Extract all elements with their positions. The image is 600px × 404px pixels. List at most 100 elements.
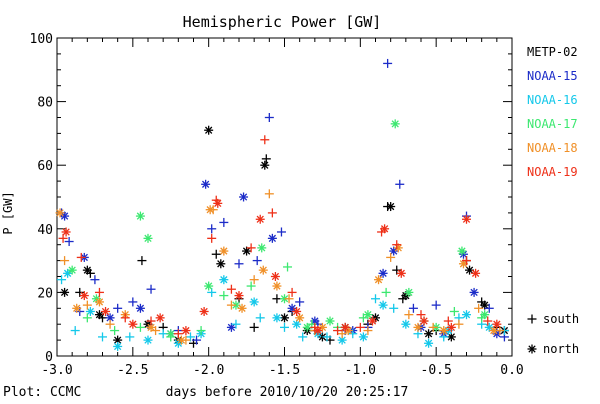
point-noaa-19-south [355,322,365,332]
y-tick-label: 0 [45,350,53,365]
point-noaa-19-north [213,198,223,208]
point-noaa-17-north [143,233,153,243]
point-noaa-19-north [199,306,209,316]
point-noaa-18-south [226,300,236,310]
point-noaa-19-south [173,329,183,339]
point-noaa-19-north [292,306,302,316]
point-noaa-19-south [333,326,343,336]
point-noaa-18-south [151,326,161,336]
point-noaa-16-north [358,332,368,342]
point-noaa-19-south [120,313,130,323]
point-noaa-15-north [469,287,479,297]
point-noaa-19-north [462,214,471,224]
point-noaa-15-north [310,316,320,326]
point-noaa-18-south [428,322,438,332]
point-noaa-18-north [219,246,229,256]
point-noaa-16-north [378,300,388,310]
point-noaa-15-south [395,179,405,189]
point-noaa-19-north [61,227,71,237]
point-noaa-17-north [204,281,214,291]
point-noaa-15-south [64,237,74,247]
x-tick-label: -2.5 [117,363,148,378]
point-noaa-17-north [404,287,414,297]
point-noaa-18-south [264,189,274,199]
point-noaa-16-south [389,303,399,313]
point-metp-02-north [280,313,289,323]
point-noaa-18-north [413,322,423,332]
data-points [55,58,509,351]
x-tick-label: -1.0 [345,363,376,378]
point-noaa-16-south [298,332,308,342]
point-noaa-15-north [389,246,399,256]
point-noaa-17-north [325,316,335,326]
point-noaa-16-south [70,326,80,336]
y-tick-label: 60 [37,159,53,174]
x-axis-label: days before 2010/10/20 20:25:17 [166,385,409,400]
point-noaa-19-north [446,322,456,332]
point-metp-02-south [392,265,402,275]
point-metp-02-north [82,265,92,275]
point-noaa-17-south [219,291,229,301]
legend-item: METP-02 [527,45,578,59]
point-noaa-17-north [302,322,312,332]
point-metp-02-south [75,287,85,297]
point-noaa-17-north [257,243,267,253]
point-noaa-19-north [419,316,429,326]
point-noaa-19-south [146,316,156,326]
point-noaa-19-south [76,252,86,262]
point-noaa-15-south [207,224,217,234]
y-axis-label: P [GW] [1,191,15,234]
point-noaa-16-south [371,294,380,304]
point-noaa-16-south [57,275,67,285]
chart-title: Hemispheric Power [GW] [183,13,382,31]
point-noaa-19-south [287,287,297,297]
point-noaa-18-north [272,281,282,291]
point-noaa-15-south [219,217,229,227]
point-noaa-16-north [85,306,95,316]
point-noaa-19-south [392,240,402,250]
point-noaa-18-north [317,322,327,332]
point-noaa-18-south [454,319,464,329]
star-marker-icon [527,344,537,354]
point-noaa-18-south [249,275,259,285]
point-noaa-15-north [239,192,249,202]
x-tick-label: -3.0 [41,363,72,378]
point-metp-02-south [272,294,282,304]
point-noaa-15-north [287,303,297,313]
point-noaa-16-north [63,268,73,278]
point-noaa-17-south [358,313,368,323]
point-noaa-16-north [219,275,229,285]
y-tick-label: 20 [37,286,53,301]
point-noaa-19-south [207,233,217,243]
point-noaa-16-south [280,322,289,332]
point-noaa-15-south [383,58,393,68]
point-noaa-15-south [295,297,305,307]
point-noaa-18-north [94,297,104,307]
point-noaa-15-south [146,284,156,294]
point-noaa-17-south [110,326,120,336]
y-tick-label: 40 [37,223,53,238]
legend-item: NOAA-19 [527,165,578,179]
point-metp-02-north [242,246,252,256]
x-tick-label: -1.5 [269,363,300,378]
point-noaa-19-north [367,316,377,326]
point-noaa-17-south [283,262,293,272]
point-metp-02-north [260,160,270,170]
point-noaa-17-north [390,119,400,129]
plot-credit: Plot: CCMC [3,385,81,400]
point-metp-02-north [60,287,70,297]
point-noaa-17-south [381,287,391,297]
x-tick-label: 0.0 [500,363,523,378]
hemisphere-label-north: north [543,342,579,356]
point-noaa-17-north [67,265,77,275]
legend-item: NOAA-18 [527,141,578,155]
point-noaa-16-south [158,329,168,339]
point-noaa-18-south [386,252,396,262]
point-metp-02-south [261,154,271,164]
point-noaa-16-north [113,341,123,351]
point-metp-02-north [446,332,456,342]
point-noaa-18-south [284,294,294,304]
point-noaa-16-north [143,335,153,345]
